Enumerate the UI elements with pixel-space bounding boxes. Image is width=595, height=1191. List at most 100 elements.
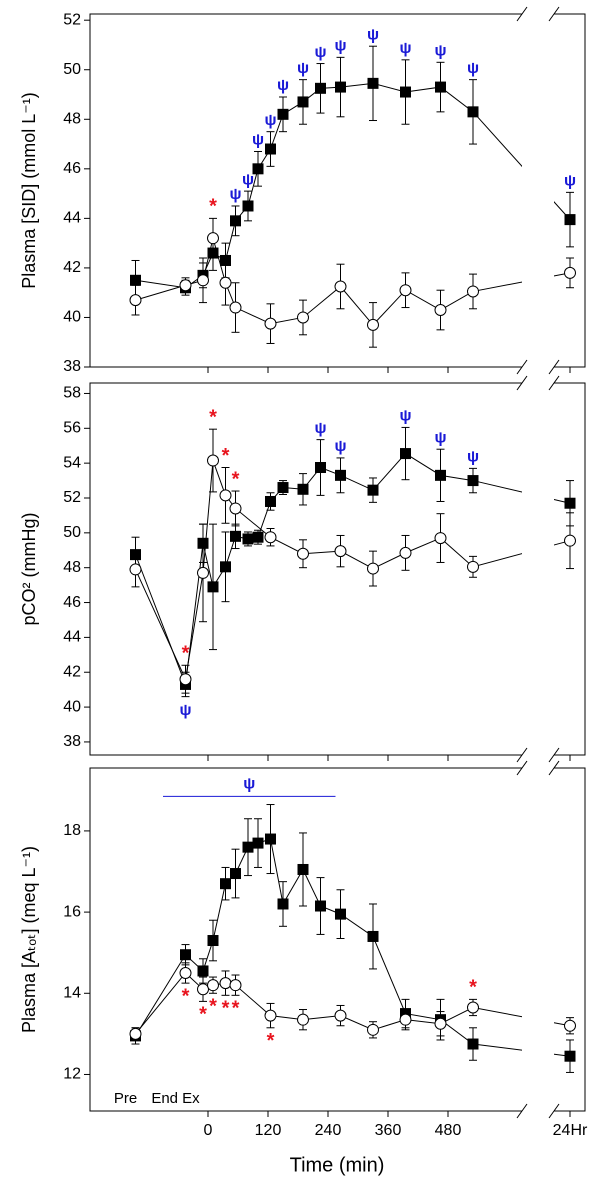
marker-square xyxy=(277,108,289,120)
marker-circle xyxy=(564,534,576,547)
y-tick-label: 50 xyxy=(63,524,81,541)
marker-square xyxy=(180,949,191,961)
marker-square xyxy=(230,868,241,880)
phase-label: End Ex xyxy=(151,1090,200,1107)
marker-circle xyxy=(179,966,192,979)
marker-square xyxy=(315,82,326,94)
y-tick-label: 42 xyxy=(63,663,81,680)
x-tick-label: 360 xyxy=(375,1122,402,1139)
y-axis-label: Plasma [Aₜₒₜ] (meq L⁻¹) xyxy=(19,846,39,1033)
marker-square xyxy=(265,833,276,845)
marker-circle xyxy=(179,279,192,292)
marker-square xyxy=(435,469,446,481)
y-tick-label: 56 xyxy=(63,420,81,437)
y-tick-label: 12 xyxy=(63,1066,81,1083)
significance-marker: * xyxy=(232,468,240,490)
significance-marker: * xyxy=(182,643,190,665)
marker-square xyxy=(315,462,326,474)
axis-break-gap xyxy=(522,381,554,757)
marker-circle xyxy=(334,545,347,558)
marker-circle xyxy=(197,274,209,287)
marker-circle xyxy=(467,560,479,573)
significance-marker: * xyxy=(209,406,217,428)
significance-marker: * xyxy=(199,1004,207,1026)
series-line xyxy=(135,82,571,289)
series-line xyxy=(135,452,571,685)
significance-marker: ψ xyxy=(229,186,241,203)
marker-circle xyxy=(229,301,242,314)
marker-square xyxy=(230,215,241,227)
x-axis-label: Time (min) xyxy=(290,1154,385,1176)
significance-marker: ψ xyxy=(564,173,576,190)
x-tick-label: 24Hr xyxy=(553,1122,588,1139)
y-tick-label: 18 xyxy=(63,822,81,839)
y-tick-label: 38 xyxy=(63,358,81,375)
marker-square xyxy=(277,482,289,494)
marker-square xyxy=(400,86,411,98)
significance-marker: * xyxy=(209,196,217,218)
significance-marker: * xyxy=(267,1030,275,1052)
marker-circle xyxy=(129,563,142,576)
marker-circle xyxy=(297,1013,309,1026)
significance-marker: ψ xyxy=(314,420,326,437)
marker-square xyxy=(367,484,379,496)
marker-square xyxy=(297,863,309,875)
marker-square xyxy=(230,530,241,542)
plot-frame xyxy=(89,13,586,368)
marker-square xyxy=(207,935,219,947)
x-tick-label: 480 xyxy=(435,1122,462,1139)
marker-square xyxy=(207,581,219,593)
significance-marker: ψ xyxy=(297,60,309,77)
marker-circle xyxy=(297,547,309,560)
marker-circle xyxy=(179,673,192,686)
marker-square xyxy=(564,497,576,509)
marker-circle xyxy=(334,1009,347,1022)
marker-square xyxy=(335,469,346,481)
significance-marker: * xyxy=(469,977,477,999)
marker-circle xyxy=(334,280,347,293)
marker-square xyxy=(265,143,276,155)
y-tick-label: 16 xyxy=(63,903,81,920)
marker-square xyxy=(467,106,479,118)
significance-marker: ψ xyxy=(334,438,346,455)
marker-circle xyxy=(264,317,277,330)
marker-square xyxy=(197,965,209,977)
significance-marker: ψ xyxy=(467,60,479,77)
significance-marker: ψ xyxy=(252,132,264,149)
series-line xyxy=(135,460,571,681)
marker-circle xyxy=(207,454,219,467)
marker-circle xyxy=(264,1009,277,1022)
significance-marker: ψ xyxy=(242,171,254,188)
marker-circle xyxy=(399,546,412,559)
marker-circle xyxy=(229,979,242,992)
x-tick-label: 0 xyxy=(204,1122,213,1139)
significance-marker: ψ xyxy=(277,77,289,94)
significance-marker: ψ xyxy=(314,44,326,61)
y-tick-label: 40 xyxy=(63,698,81,715)
axis-break-mark xyxy=(548,760,560,776)
axis-break-mark xyxy=(548,747,560,763)
axis-break-mark xyxy=(516,6,528,22)
y-tick-label: 54 xyxy=(63,454,81,471)
significance-marker: * xyxy=(222,445,230,467)
marker-circle xyxy=(434,1017,447,1030)
significance-marker: ψ xyxy=(179,702,191,719)
marker-circle xyxy=(129,1027,142,1040)
significance-marker: ψ xyxy=(334,38,346,55)
y-tick-label: 52 xyxy=(63,11,81,28)
y-tick-label: 50 xyxy=(63,61,81,78)
marker-circle xyxy=(434,532,447,545)
significance-marker: * xyxy=(232,998,240,1020)
y-tick-label: 42 xyxy=(63,259,81,276)
plot-frame xyxy=(89,382,586,756)
marker-square xyxy=(315,900,326,912)
axis-break-mark xyxy=(516,359,528,375)
significance-marker: * xyxy=(209,996,217,1018)
marker-circle xyxy=(219,276,232,289)
significance-marker: * xyxy=(222,998,230,1020)
axis-break-gap xyxy=(522,766,554,1113)
marker-circle xyxy=(467,1001,479,1014)
significance-marker: ψ xyxy=(467,449,479,466)
marker-square xyxy=(467,1038,479,1050)
